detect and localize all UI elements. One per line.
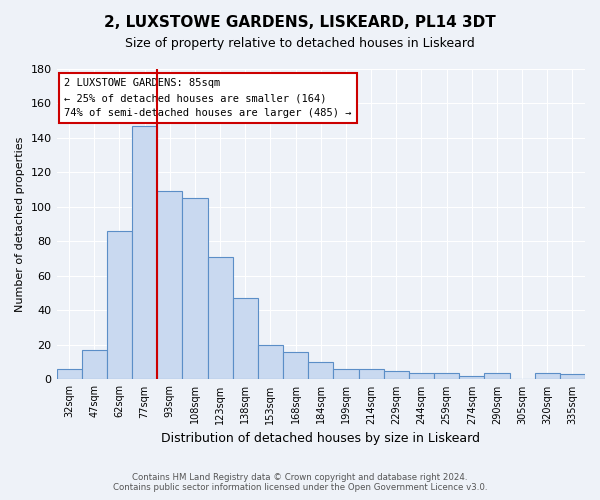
Bar: [560, 374, 585, 380]
X-axis label: Distribution of detached houses by size in Liskeard: Distribution of detached houses by size …: [161, 432, 480, 445]
Bar: [107, 231, 132, 380]
Bar: [359, 369, 383, 380]
Bar: [334, 369, 359, 380]
Bar: [82, 350, 107, 380]
Bar: [383, 371, 409, 380]
Bar: [459, 376, 484, 380]
Bar: [283, 352, 308, 380]
Bar: [484, 372, 509, 380]
Bar: [308, 362, 334, 380]
Text: Size of property relative to detached houses in Liskeard: Size of property relative to detached ho…: [125, 38, 475, 51]
Bar: [535, 372, 560, 380]
Bar: [258, 345, 283, 380]
Bar: [182, 198, 208, 380]
Bar: [157, 192, 182, 380]
Bar: [434, 372, 459, 380]
Bar: [132, 126, 157, 380]
Bar: [409, 372, 434, 380]
Text: Contains HM Land Registry data © Crown copyright and database right 2024.
Contai: Contains HM Land Registry data © Crown c…: [113, 473, 487, 492]
Text: 2, LUXSTOWE GARDENS, LISKEARD, PL14 3DT: 2, LUXSTOWE GARDENS, LISKEARD, PL14 3DT: [104, 15, 496, 30]
Y-axis label: Number of detached properties: Number of detached properties: [15, 136, 25, 312]
Bar: [208, 257, 233, 380]
Bar: [233, 298, 258, 380]
Bar: [56, 369, 82, 380]
Text: 2 LUXSTOWE GARDENS: 85sqm
← 25% of detached houses are smaller (164)
74% of semi: 2 LUXSTOWE GARDENS: 85sqm ← 25% of detac…: [64, 78, 352, 118]
